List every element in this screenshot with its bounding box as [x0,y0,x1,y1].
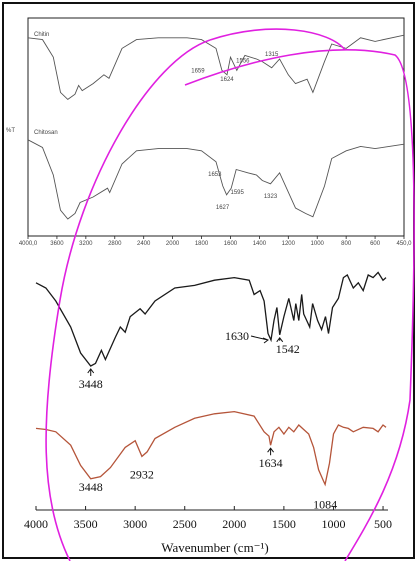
top-series-line [27,139,405,220]
top-peak-label: 1595 [231,190,245,196]
top-x-tick-label: 800 [341,241,352,247]
top-x-tick-label: 2400 [137,241,151,247]
bottom-peak-label: 3448 [79,377,103,391]
top-x-tick-label: 1600 [224,241,238,247]
peak-arrow [267,447,275,456]
top-series-label: Chitosan [34,130,58,136]
peak-arrow [276,336,284,343]
bottom-x-tick-label: 1500 [272,517,296,531]
peak-arrow [87,368,95,376]
top-peak-label: 1653 [208,172,222,178]
bottom-x-ticks: 4000 3500 3000 2500 2000 1500 1000 500 [24,506,392,531]
bottom-x-tick-label: 1000 [321,517,345,531]
bottom-x-tick-label: 2000 [222,517,246,531]
top-peak-label: 1627 [216,205,230,211]
top-peak-label: 1659 [191,68,205,74]
bottom-peak-label: 1542 [276,342,300,356]
top-plot: Chitin 1659 1624 1556 1315 Chitosan 1653 1595 16… [27,32,405,220]
top-plot-frame [27,17,405,237]
magenta-ellipse-left-stroke [45,39,211,561]
top-x-tick-label: 3600 [50,241,64,247]
top-x-tick-label: 2800 [108,241,122,247]
bottom-peak-label: 2932 [130,467,154,481]
top-x-tick-label: 1400 [253,241,267,247]
top-x-tick-label: 4000,0 [19,241,38,247]
top-series-label: Chitin [34,32,49,38]
top-x-tick-label: 1200 [282,241,296,247]
bottom-x-tick-label: 3500 [74,517,98,531]
top-x-tick-label: 600 [370,241,381,247]
bottom-peak-label: 1634 [259,456,283,470]
top-x-tick-label: 1000 [311,241,325,247]
top-x-tick-label: 2000 [166,241,180,247]
bottom-x-tick-label: 4000 [24,517,48,531]
bottom-x-tick-label: 2500 [173,517,197,531]
top-series-line [27,34,405,100]
bottom-plot: 3448 1630 1542 2932 1634 3448 1084 [35,271,387,511]
bottom-xlabel: Wavenumber (cm⁻¹) [161,540,269,555]
bottom-peak-label: 1630 [225,329,249,343]
magenta-ellipse-top-stroke [209,28,346,51]
top-x-tick-label: 1800 [195,241,209,247]
bottom-series-line [35,410,387,487]
top-peak-label: 1556 [236,58,250,64]
bottom-series-line [35,271,387,367]
top-x-ticks: 4000,0 3600 3200 2800 2400 2000 1800 1600 1400 12… [19,236,412,247]
top-ylabel: %T [6,128,15,134]
top-peak-label: 1624 [220,77,234,83]
top-peak-label: 1315 [265,52,279,58]
bottom-peak-label: 1084 [313,497,337,511]
bottom-x-tick-label: 3000 [123,517,147,531]
bottom-x-tick-label: 500 [374,517,392,531]
top-x-tick-label: 3200 [79,241,93,247]
magenta-ellipse-right-stroke [184,49,415,561]
top-x-tick-label: 450,0 [396,241,412,247]
peak-arrow [250,335,270,344]
top-peak-label: 1323 [264,194,278,200]
bottom-peak-label: 3448 [79,480,103,494]
